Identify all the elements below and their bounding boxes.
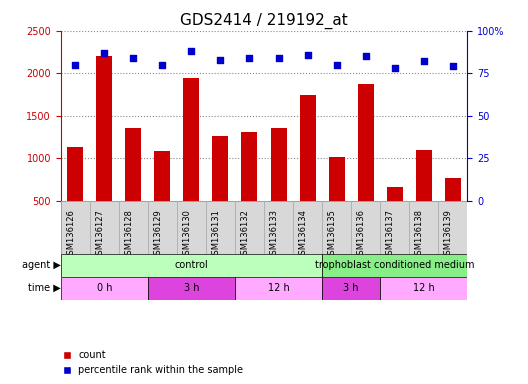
Text: GSM136133: GSM136133 xyxy=(269,209,279,260)
Bar xyxy=(148,201,177,254)
Point xyxy=(420,58,428,65)
Bar xyxy=(61,277,148,300)
Bar xyxy=(67,147,83,201)
Bar xyxy=(241,132,258,201)
Bar xyxy=(148,277,235,300)
Bar xyxy=(270,128,287,201)
Bar xyxy=(351,201,380,254)
Bar xyxy=(183,78,200,201)
Text: 0 h: 0 h xyxy=(97,283,112,293)
Point xyxy=(245,55,254,61)
Bar xyxy=(299,96,316,201)
Text: agent ▶: agent ▶ xyxy=(22,260,61,270)
Point xyxy=(361,53,370,60)
Text: GSM136135: GSM136135 xyxy=(327,209,337,260)
Bar xyxy=(322,277,380,300)
Text: control: control xyxy=(175,260,208,270)
Text: GSM136132: GSM136132 xyxy=(240,209,250,260)
Point xyxy=(100,50,109,56)
Text: GSM136139: GSM136139 xyxy=(444,209,453,260)
Bar xyxy=(90,201,119,254)
Point xyxy=(187,48,196,54)
Bar xyxy=(61,201,90,254)
Point xyxy=(129,55,137,61)
Bar xyxy=(322,201,351,254)
Point xyxy=(333,62,341,68)
Point xyxy=(391,65,399,71)
Point xyxy=(216,56,225,63)
Text: 3 h: 3 h xyxy=(184,283,199,293)
Text: GSM136126: GSM136126 xyxy=(66,209,76,260)
Text: GSM136138: GSM136138 xyxy=(414,209,424,260)
Text: 3 h: 3 h xyxy=(343,283,359,293)
Bar xyxy=(380,201,409,254)
Bar xyxy=(438,201,467,254)
Bar xyxy=(322,254,467,277)
Bar xyxy=(357,84,374,201)
Text: GSM136128: GSM136128 xyxy=(124,209,133,260)
Bar xyxy=(119,201,148,254)
Bar xyxy=(416,151,432,201)
Text: 12 h: 12 h xyxy=(268,283,289,293)
Bar xyxy=(235,277,322,300)
Bar xyxy=(328,157,345,201)
Bar xyxy=(293,201,322,254)
Bar xyxy=(61,254,322,277)
Text: GSM136130: GSM136130 xyxy=(182,209,192,260)
Bar xyxy=(445,178,461,201)
Bar xyxy=(235,201,264,254)
Bar xyxy=(380,277,467,300)
Bar xyxy=(212,136,229,201)
Point xyxy=(275,55,283,61)
Text: 12 h: 12 h xyxy=(413,283,435,293)
Bar xyxy=(96,56,112,201)
Point xyxy=(303,51,312,58)
Text: GSM136127: GSM136127 xyxy=(95,209,105,260)
Bar xyxy=(409,201,438,254)
Title: GDS2414 / 219192_at: GDS2414 / 219192_at xyxy=(180,13,348,29)
Text: time ▶: time ▶ xyxy=(28,283,61,293)
Bar xyxy=(154,151,171,201)
Text: GSM136134: GSM136134 xyxy=(298,209,307,260)
Bar xyxy=(125,128,142,201)
Bar xyxy=(264,201,293,254)
Legend: count, percentile rank within the sample: count, percentile rank within the sample xyxy=(58,346,247,379)
Point xyxy=(158,62,167,68)
Text: trophoblast conditioned medium: trophoblast conditioned medium xyxy=(315,260,475,270)
Text: GSM136131: GSM136131 xyxy=(211,209,221,260)
Bar xyxy=(386,187,403,201)
Bar xyxy=(206,201,235,254)
Point xyxy=(449,63,457,70)
Text: GSM136129: GSM136129 xyxy=(153,209,163,260)
Text: GSM136136: GSM136136 xyxy=(356,209,365,260)
Point xyxy=(71,62,80,68)
Text: GSM136137: GSM136137 xyxy=(385,209,395,260)
Bar xyxy=(177,201,206,254)
